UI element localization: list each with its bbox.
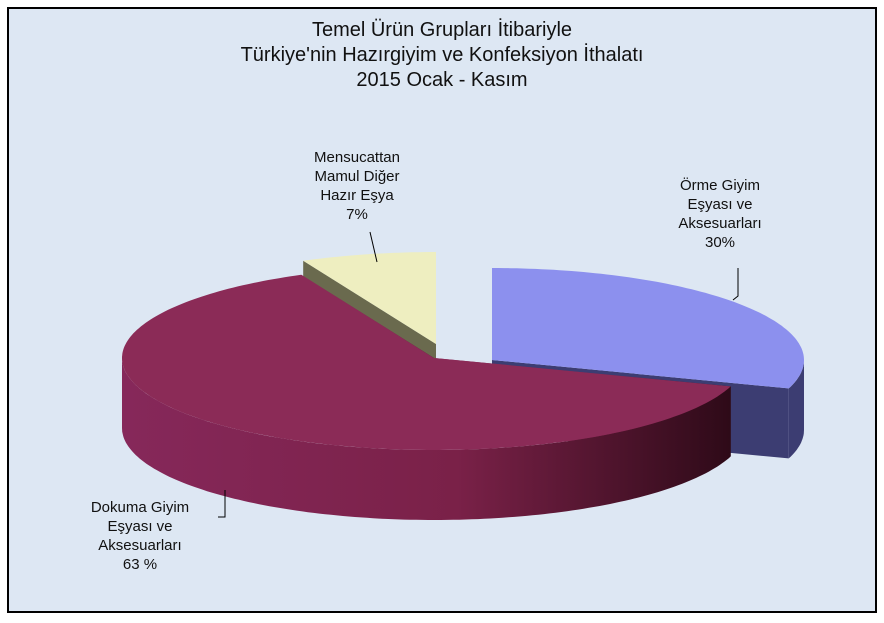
slice-side: [788, 360, 804, 459]
slice-label: Dokuma Giyim Eşyası ve Aksesuarları 63 %: [91, 498, 189, 574]
value-label: 30%: [704, 234, 736, 251]
slice-side: [122, 358, 731, 520]
slice: [303, 252, 436, 344]
slice-label: Mensucattan Mamul Diğer Hazır Eşya 7%: [314, 148, 400, 224]
slice: [492, 268, 804, 389]
leader-line: [369, 231, 378, 263]
category-label: Dokuma Giyim Eşyası ve Aksesuarları: [90, 499, 190, 554]
value-label: 7%: [346, 206, 368, 223]
leader-line: [218, 490, 226, 518]
leader-line: [732, 268, 739, 301]
slice: [122, 274, 731, 450]
chart-title: Temel Ürün Grupları İtibariyle Türkiye'n…: [240, 19, 644, 91]
value-label: 63 %: [122, 556, 158, 573]
category-label: Mensucattan Mamul Diğer Hazır Eşya: [314, 149, 400, 204]
pie: [122, 252, 804, 520]
slice-label: Örme Giyim Eşyası ve Aksesuarları 30%: [678, 176, 761, 252]
category-label: Örme Giyim Eşyası ve Aksesuarları: [678, 177, 762, 232]
